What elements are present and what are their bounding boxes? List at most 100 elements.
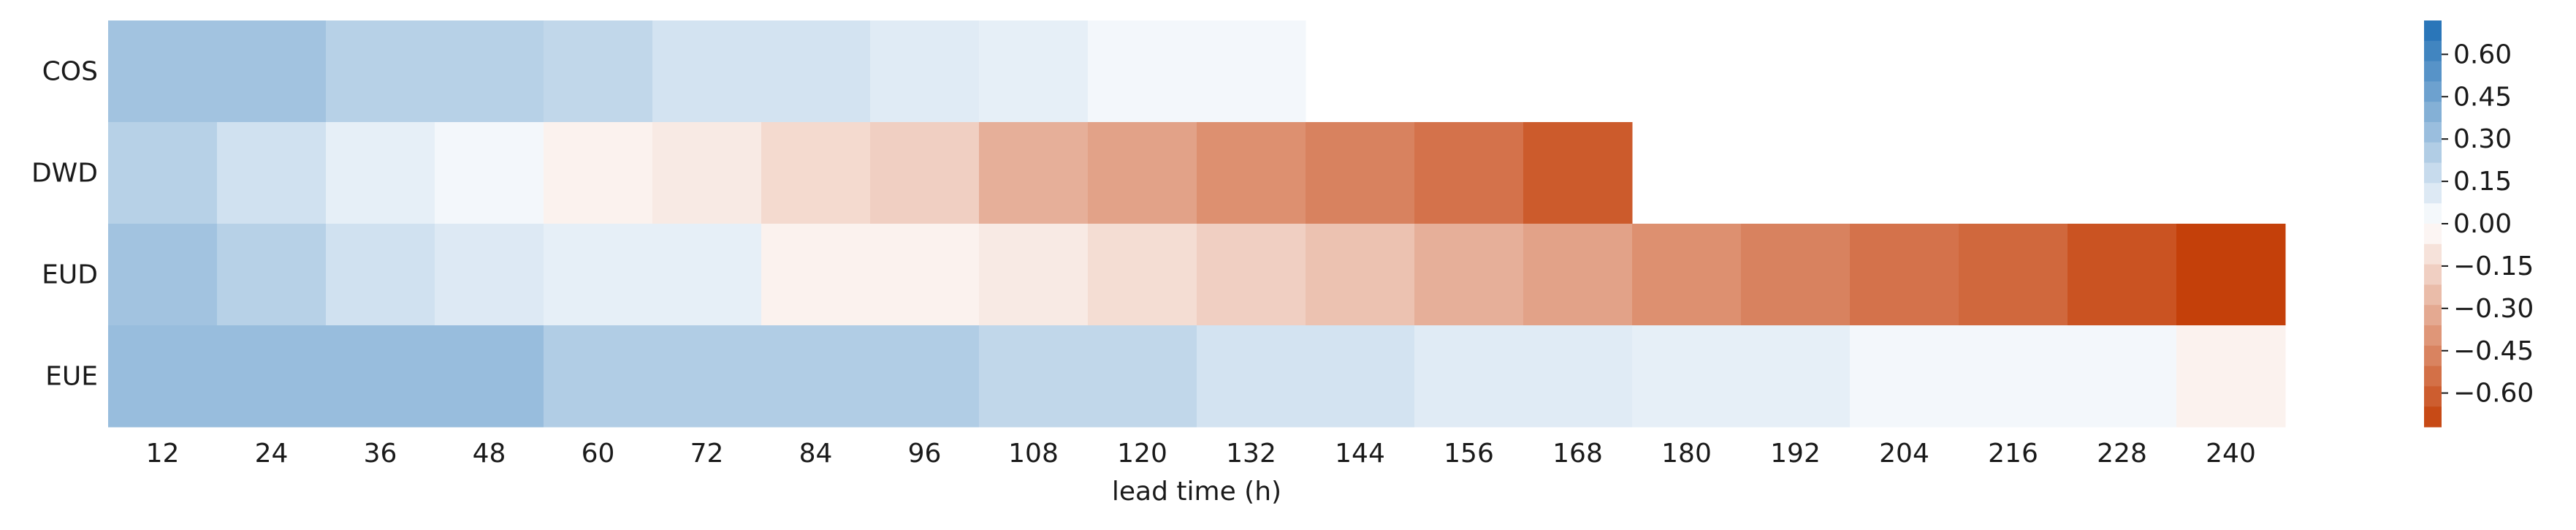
colorbar: [2424, 20, 2442, 428]
colorbar-tick-label: 0.45: [2453, 82, 2512, 112]
colorbar-tick-label: 0.60: [2453, 39, 2512, 69]
heatmap-cell-eud-48: [435, 224, 544, 326]
x-tick-label-60: 60: [582, 439, 615, 469]
heatmap-cell-dwd-144: [1306, 122, 1415, 224]
colorbar-segment: [2424, 305, 2442, 326]
heatmap-cell-cos-96: [870, 20, 980, 123]
colorbar-tick-label: −0.15: [2453, 251, 2534, 281]
x-tick-label-24: 24: [255, 439, 289, 469]
heatmap-cell-eud-144: [1306, 224, 1415, 326]
heatmap-cell-eue-180: [1632, 325, 1742, 428]
x-tick-label-120: 120: [1117, 439, 1167, 469]
heatmap-cell-eue-144: [1306, 325, 1415, 428]
heatmap-cell-eue-240: [2176, 325, 2286, 428]
colorbar-segment: [2424, 406, 2442, 428]
heatmap-cell-cos-60: [544, 20, 653, 123]
heatmap-cell-eue-156: [1414, 325, 1524, 428]
heatmap-cell-dwd-168: [1523, 122, 1633, 224]
colorbar-segment: [2424, 183, 2442, 204]
heatmap-cell-eue-192: [1741, 325, 1851, 428]
heatmap-cell-eue-12: [108, 325, 218, 428]
colorbar-segment: [2424, 386, 2442, 407]
x-tick-label-144: 144: [1335, 439, 1385, 469]
colorbar-segment: [2424, 122, 2442, 143]
heatmap-cell-eud-156: [1414, 224, 1524, 326]
heatmap-cell-dwd-132: [1197, 122, 1306, 224]
colorbar-segment: [2424, 325, 2442, 347]
heatmap-cell-cos-132: [1197, 20, 1306, 123]
x-tick-label-108: 108: [1008, 439, 1059, 469]
y-tick-label-eud: EUD: [42, 260, 98, 290]
heatmap-cell-eud-204: [1850, 224, 1959, 326]
heatmap-cell-eue-60: [544, 325, 653, 428]
x-tick-label-204: 204: [1879, 439, 1929, 469]
heatmap-cell-eue-168: [1523, 325, 1633, 428]
heatmap-cell-eue-216: [1959, 325, 2068, 428]
x-tick-label-168: 168: [1552, 439, 1603, 469]
colorbar-segment: [2424, 224, 2442, 245]
x-tick-label-12: 12: [146, 439, 180, 469]
heatmap-cell-eud-228: [2068, 224, 2177, 326]
heatmap-cell-dwd-108: [979, 122, 1089, 224]
y-tick-label-cos: COS: [42, 57, 98, 87]
x-tick-label-228: 228: [2097, 439, 2147, 469]
x-tick-label-84: 84: [799, 439, 833, 469]
colorbar-tick-label: −0.45: [2453, 336, 2534, 366]
heatmap-cell-cos-48: [435, 20, 544, 123]
colorbar-segment: [2424, 203, 2442, 224]
y-tick-label-dwd: DWD: [31, 159, 98, 189]
colorbar-ticks: 0.60 0.45 0.30 0.15 0.00 −0.15 −0.30 −0.45 −0.60: [2442, 39, 2534, 409]
heatmap-cell-eud-120: [1088, 224, 1197, 326]
x-tick-labels: 12 24 36 48 60 72 84 96 108 120 132 144 156 168 180 192…: [146, 439, 2256, 469]
x-tick-label-72: 72: [690, 439, 724, 469]
colorbar-segment: [2424, 102, 2442, 123]
heatmap-cell-dwd-96: [870, 122, 980, 224]
x-tick-label-240: 240: [2206, 439, 2256, 469]
heatmap-cell-eue-132: [1197, 325, 1306, 428]
heatmap-cell-eud-180: [1632, 224, 1742, 326]
heatmap-cell-cos-72: [652, 20, 762, 123]
y-tick-label-eue: EUE: [45, 362, 98, 392]
colorbar-segment: [2424, 284, 2442, 306]
heatmap-cells: [108, 20, 2286, 428]
heatmap-cell-cos-120: [1088, 20, 1197, 123]
heatmap-cell-eud-36: [326, 224, 435, 326]
heatmap-cell-eud-192: [1741, 224, 1851, 326]
heatmap-cell-cos-36: [326, 20, 435, 123]
heatmap-cell-cos-24: [217, 20, 327, 123]
colorbar-tick-label: 0.00: [2453, 209, 2512, 239]
heatmap-cell-eud-60: [544, 224, 653, 326]
colorbar-segment: [2424, 40, 2442, 62]
heatmap-cell-dwd-156: [1414, 122, 1524, 224]
colorbar-segment: [2424, 264, 2442, 285]
heatmap-cell-eue-204: [1850, 325, 1959, 428]
colorbar-segment: [2424, 366, 2442, 387]
heatmap-cell-dwd-48: [435, 122, 544, 224]
heatmap-cell-dwd-72: [652, 122, 762, 224]
heatmap-cell-eud-96: [870, 224, 980, 326]
heatmap-cell-eue-108: [979, 325, 1089, 428]
heatmap-cell-cos-84: [761, 20, 871, 123]
heatmap-cell-eud-84: [761, 224, 871, 326]
heatmap-cell-cos-108: [979, 20, 1089, 123]
x-tick-label-192: 192: [1770, 439, 1821, 469]
heatmap-cell-eud-24: [217, 224, 327, 326]
heatmap-cell-dwd-84: [761, 122, 871, 224]
colorbar-segment: [2424, 61, 2442, 82]
x-tick-label-180: 180: [1661, 439, 1712, 469]
heatmap-cell-eud-72: [652, 224, 762, 326]
heatmap-cell-eud-168: [1523, 224, 1633, 326]
colorbar-segment: [2424, 81, 2442, 102]
heatmap-cell-cos-12: [108, 20, 218, 123]
colorbar-segment: [2424, 162, 2442, 183]
colorbar-segment: [2424, 345, 2442, 367]
heatmap-cell-dwd-120: [1088, 122, 1197, 224]
x-tick-label-132: 132: [1226, 439, 1276, 469]
colorbar-tick-label: −0.60: [2453, 379, 2534, 409]
x-tick-label-96: 96: [908, 439, 942, 469]
x-tick-label-156: 156: [1444, 439, 1494, 469]
heatmap-cell-eud-240: [2176, 224, 2286, 326]
heatmap-cell-eud-216: [1959, 224, 2068, 326]
heatmap-cell-eue-72: [652, 325, 762, 428]
